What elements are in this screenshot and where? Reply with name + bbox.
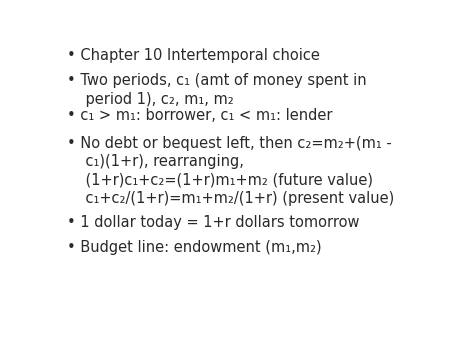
Text: • c₁ > m₁: borrower, c₁ < m₁: lender: • c₁ > m₁: borrower, c₁ < m₁: lender bbox=[67, 108, 332, 123]
Text: • Budget line: endowment (m₁,m₂): • Budget line: endowment (m₁,m₂) bbox=[67, 240, 321, 255]
Text: • 1 dollar today = 1+r dollars tomorrow: • 1 dollar today = 1+r dollars tomorrow bbox=[67, 215, 359, 230]
Text: • Chapter 10 Intertemporal choice: • Chapter 10 Intertemporal choice bbox=[67, 48, 320, 63]
Text: • No debt or bequest left, then c₂=m₂+(m₁ -
    c₁)(1+r), rearranging,
    (1+r): • No debt or bequest left, then c₂=m₂+(m… bbox=[67, 136, 394, 207]
Text: • Two periods, c₁ (amt of money spent in
    period 1), c₂, m₁, m₂: • Two periods, c₁ (amt of money spent in… bbox=[67, 73, 366, 107]
